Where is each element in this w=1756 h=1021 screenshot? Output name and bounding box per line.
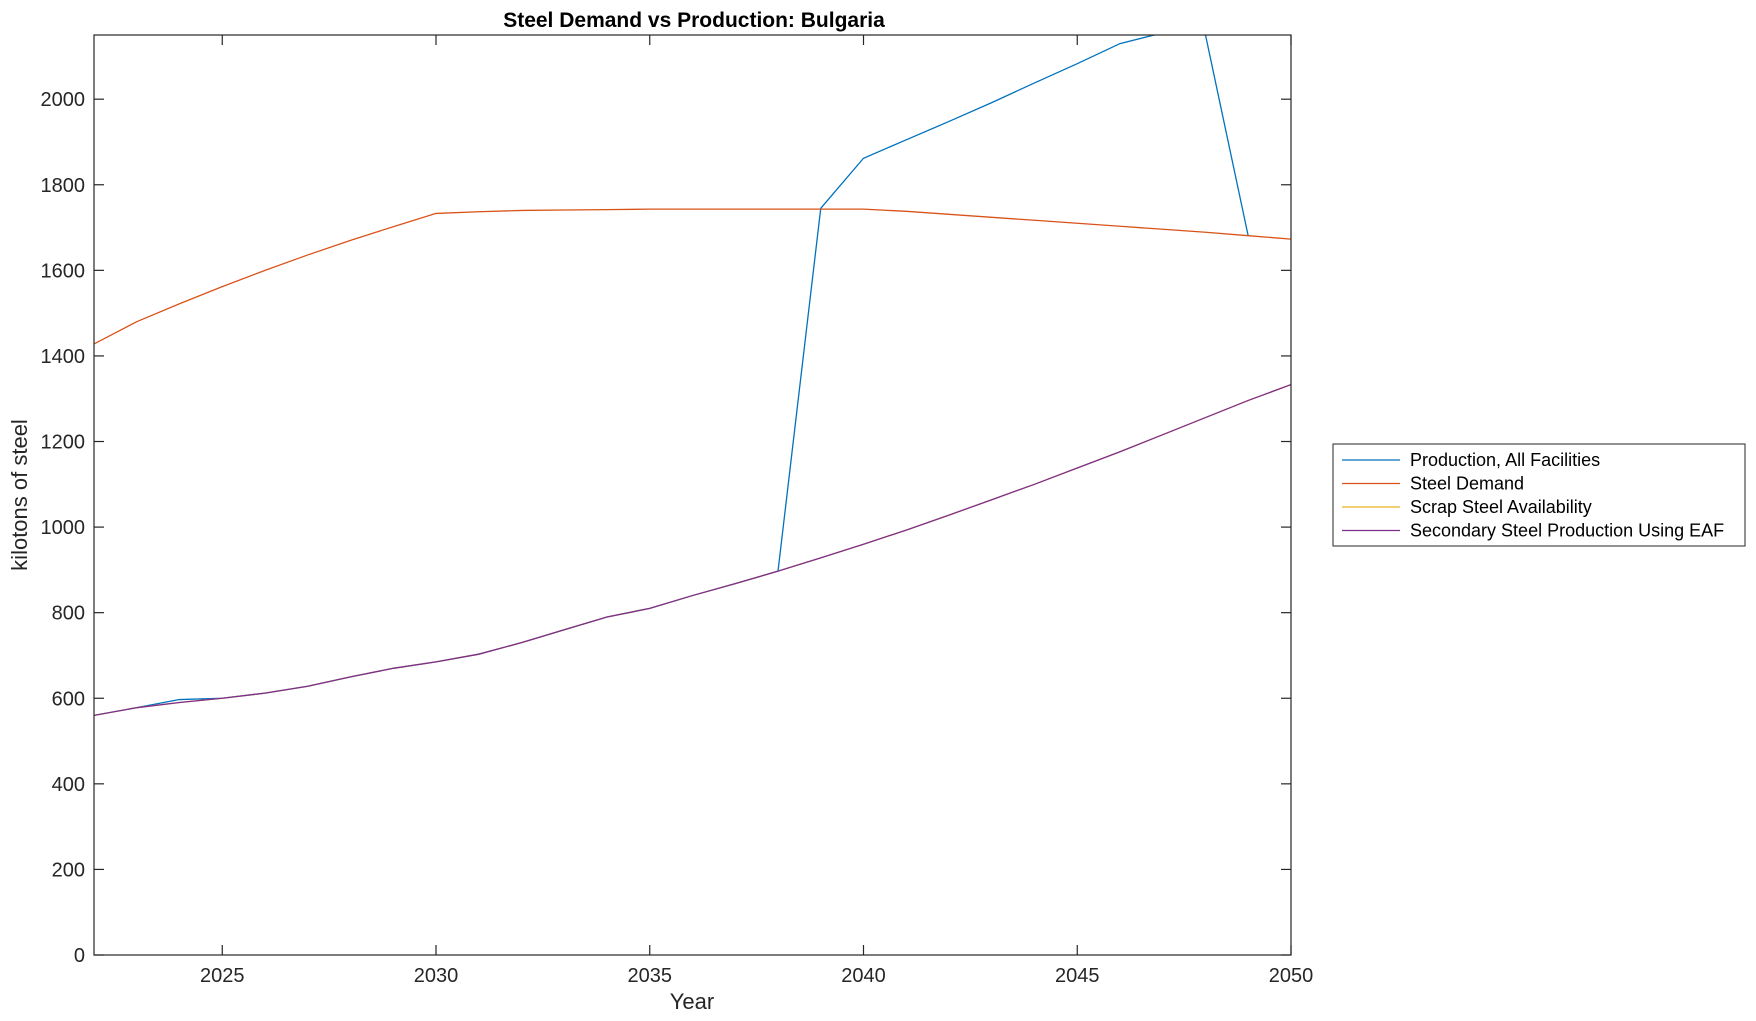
x-tick-label: 2050 (1269, 965, 1314, 987)
series-line-4 (94, 383, 1291, 717)
y-tick-label: 0 (74, 945, 85, 967)
legend-label-1: Production, All Facilities (1410, 450, 1600, 470)
y-tick-label: 2000 (41, 89, 86, 111)
x-tick-label: 2040 (841, 965, 886, 987)
x-tick-label: 2045 (1055, 965, 1100, 987)
x-axis-label: Year (670, 989, 714, 1014)
x-axis-ticks: 2025 2030 2035 2040 2045 2050 (200, 35, 1313, 987)
plot-area-frame (93, 34, 1292, 956)
y-tick-label: 1200 (41, 432, 86, 454)
legend-box (1332, 443, 1746, 547)
x-tick-label: 2025 (200, 965, 245, 987)
y-axis-ticks: 0 200 400 600 800 1000 1200 1400 1600 1800 2000 (41, 89, 1291, 967)
series-lines (94, 35, 1291, 717)
legend-label-2: Steel Demand (1410, 474, 1524, 494)
x-tick-label: 2030 (414, 965, 459, 987)
y-tick-label: 600 (52, 688, 85, 710)
y-tick-label: 1000 (41, 517, 86, 539)
legend-label-4: Secondary Steel Production Using EAF (1410, 521, 1724, 541)
y-tick-label: 1400 (41, 346, 86, 368)
y-axis-label: kilotons of steel (7, 419, 32, 571)
y-tick-label: 1600 (41, 260, 86, 282)
y-tick-label: 800 (52, 603, 85, 625)
y-tick-label: 1800 (41, 175, 86, 197)
y-tick-label: 200 (52, 859, 85, 881)
legend: Production, All Facilities Steel Demand Sc… (1332, 443, 1746, 547)
legend-label-3: Scrap Steel Availability (1410, 497, 1592, 517)
chart-title: Steel Demand vs Production: Bulgaria (503, 9, 885, 32)
x-tick-label: 2035 (628, 965, 673, 987)
y-tick-label: 400 (52, 774, 85, 796)
series-line-2 (94, 208, 1291, 345)
